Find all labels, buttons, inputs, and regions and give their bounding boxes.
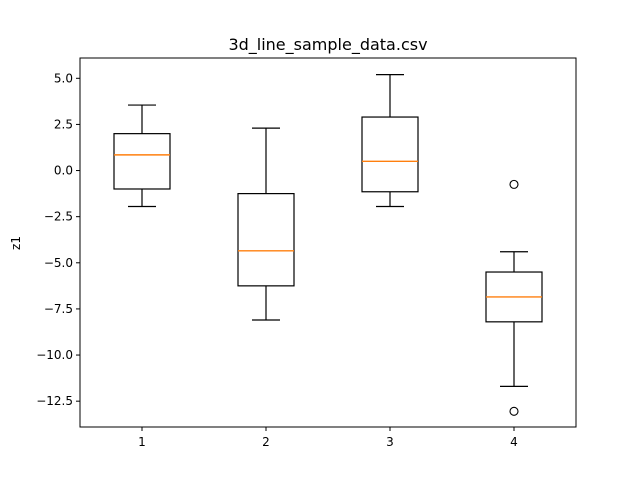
box-group-2 [237,127,295,321]
x-tick-label: 1 [138,435,146,449]
plot-area: 5.0 2.5 0.0 −2.5 −5.0 −7.5 −10.0 −12.5 1 2 3 4 [36,57,577,449]
y-tick-label: 5.0 [54,71,73,85]
box-group-1 [113,104,171,208]
y-tick-label: −2.5 [44,210,73,224]
box-iqr [237,193,295,287]
y-axis-label: z1 [9,236,23,250]
x-tick-label: 3 [386,435,394,449]
box-iqr [113,133,171,190]
y-tick-label: −5.0 [44,256,73,270]
axes-frame [79,57,577,428]
x-tick-label: 2 [262,435,270,449]
outlier-point [509,179,519,189]
y-tick-label: 0.0 [54,164,73,178]
box-group-3 [361,74,419,208]
outlier-point [509,406,519,416]
box-group-4 [485,179,543,416]
x-tick-label: 4 [510,435,518,449]
box-iqr [361,116,419,193]
y-tick-label: −10.0 [36,348,73,362]
y-tick-label: −12.5 [36,394,73,408]
y-tick-label: 2.5 [54,117,73,131]
chart-title: 3d_line_sample_data.csv [228,35,427,55]
y-tick-label: −7.5 [44,302,73,316]
